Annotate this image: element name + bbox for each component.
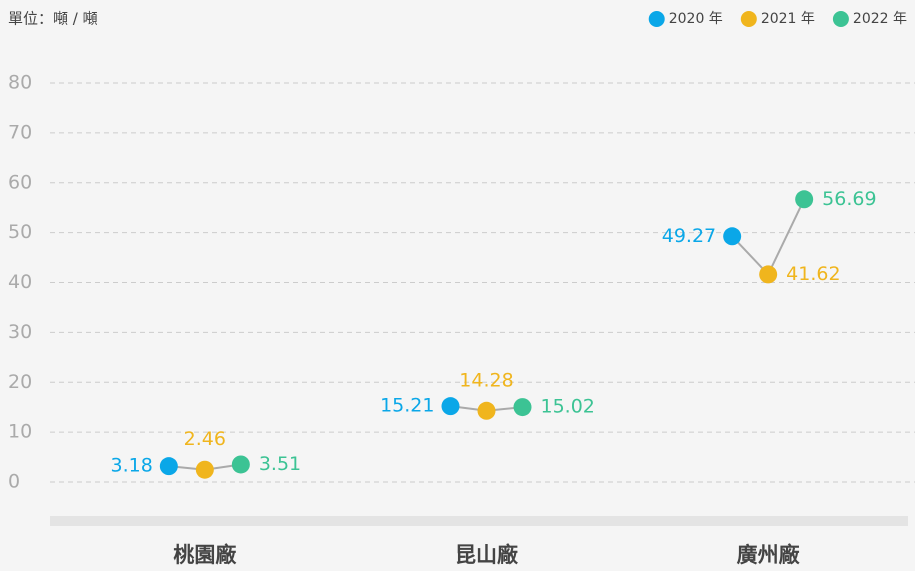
dot [231,455,250,474]
data-label: 15.21 [380,395,434,417]
legend-label: 2021 年 [761,11,815,27]
data-label: 49.27 [662,225,716,247]
x-tick-label: 廣州廠 [737,543,801,567]
unit-label: 單位：噸 / 噸 [8,10,98,28]
legend-swatch [740,11,757,27]
data-label: 3.18 [111,455,153,477]
y-tick-label: 50 [8,221,32,243]
data-label: 41.62 [786,263,840,285]
x-tick-label: 昆山廠 [455,543,519,567]
dot [195,460,214,479]
data-label: 14.28 [459,369,513,391]
dot [159,457,178,476]
legend-swatch [832,11,849,27]
dot [795,190,814,209]
dot [441,397,460,416]
legend-label: 2020 年 [669,11,723,27]
data-label: 2.46 [184,428,226,450]
dot [759,265,778,284]
legend-label: 2022 年 [853,11,907,27]
y-tick-label: 70 [8,121,32,143]
dot [513,398,532,417]
dot [723,227,742,246]
data-label: 56.69 [822,188,876,210]
x-tick-label: 桃園廠 [173,543,237,567]
y-tick-label: 60 [8,171,32,193]
data-label: 15.02 [541,396,595,418]
y-tick-label: 30 [8,321,32,343]
axis-band [50,516,908,526]
y-tick-label: 40 [8,271,32,293]
legend-swatch [648,11,665,27]
data-label: 3.51 [259,453,301,475]
dot [477,401,496,420]
y-tick-label: 20 [8,371,32,393]
y-tick-label: 0 [8,471,20,493]
y-tick-label: 80 [8,72,32,94]
y-tick-label: 10 [8,421,32,443]
